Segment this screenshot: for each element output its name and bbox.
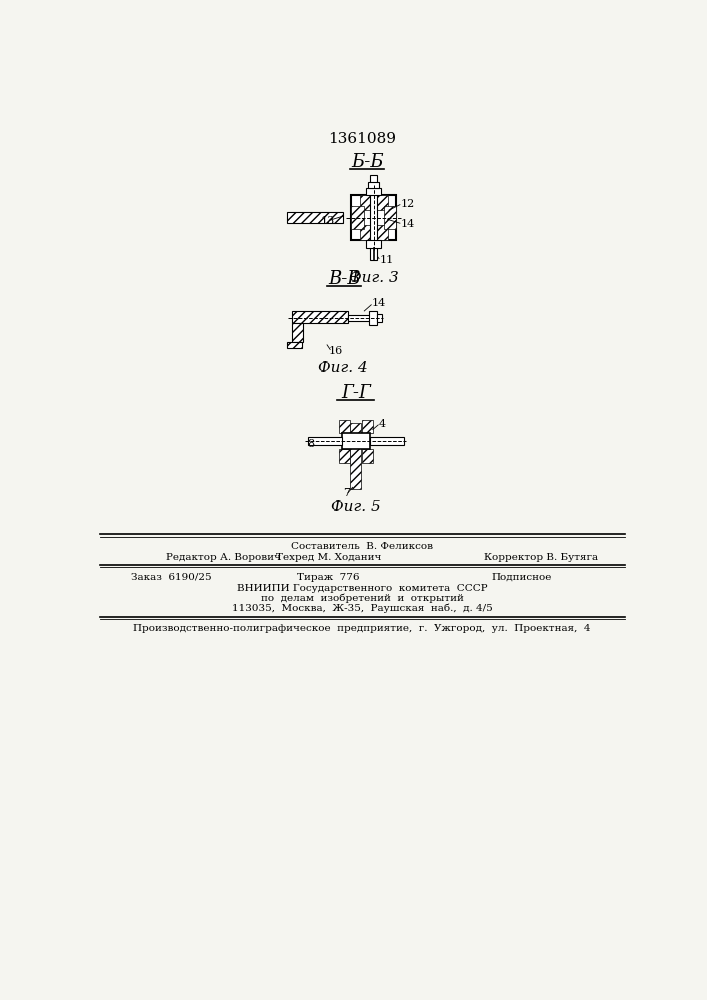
Bar bbox=[362, 449, 373, 463]
Text: 13: 13 bbox=[321, 216, 335, 226]
Text: 12: 12 bbox=[401, 199, 415, 209]
Text: Техред М. Ходанич: Техред М. Ходанич bbox=[276, 553, 381, 562]
Text: 1361089: 1361089 bbox=[328, 132, 396, 146]
Text: Г-Г: Г-Г bbox=[341, 384, 370, 402]
Bar bbox=[366, 240, 381, 248]
Bar bbox=[377, 314, 382, 322]
Bar bbox=[351, 195, 396, 240]
Text: 14: 14 bbox=[372, 298, 386, 308]
Bar bbox=[287, 212, 343, 223]
Text: ВНИИПИ Государственного  комитета  СССР: ВНИИПИ Государственного комитета СССР bbox=[237, 584, 487, 593]
Text: 7: 7 bbox=[344, 488, 351, 498]
Text: 11: 11 bbox=[380, 255, 394, 265]
Bar bbox=[292, 311, 348, 323]
Bar bbox=[360, 225, 387, 240]
Bar bbox=[370, 175, 377, 260]
Text: Корректор В. Бутяга: Корректор В. Бутяга bbox=[484, 553, 597, 562]
Bar bbox=[370, 437, 404, 445]
Text: 113035,  Москва,  Ж-35,  Раушская  наб.,  д. 4/5: 113035, Москва, Ж-35, Раушская наб., д. … bbox=[232, 603, 492, 613]
Text: Тираж  776: Тираж 776 bbox=[298, 573, 360, 582]
Text: Подписное: Подписное bbox=[491, 573, 551, 582]
Text: Фиг. 5: Фиг. 5 bbox=[331, 500, 380, 514]
Bar bbox=[384, 206, 396, 229]
Bar bbox=[351, 423, 361, 489]
Text: Фиг. 4: Фиг. 4 bbox=[317, 361, 368, 375]
Text: В-В: В-В bbox=[328, 270, 361, 288]
Text: Заказ  6190/25: Заказ 6190/25 bbox=[131, 573, 211, 582]
Bar bbox=[292, 323, 303, 342]
Text: 14: 14 bbox=[401, 219, 415, 229]
Text: 8: 8 bbox=[308, 439, 315, 449]
Text: Фиг. 3: Фиг. 3 bbox=[349, 271, 399, 285]
Text: по  делам  изобретений  и  открытий: по делам изобретений и открытий bbox=[260, 593, 463, 603]
Bar bbox=[362, 420, 373, 433]
Bar bbox=[360, 195, 387, 210]
Text: Составитель  В. Феликсов: Составитель В. Феликсов bbox=[291, 542, 433, 551]
Bar bbox=[351, 206, 363, 229]
Bar bbox=[369, 311, 377, 325]
Bar bbox=[287, 342, 303, 348]
Text: 16: 16 bbox=[329, 346, 343, 356]
Text: Редактор А. Ворович: Редактор А. Ворович bbox=[166, 553, 281, 562]
Bar bbox=[366, 188, 381, 195]
Bar bbox=[368, 182, 379, 188]
Text: 4: 4 bbox=[379, 419, 386, 429]
Bar bbox=[348, 315, 371, 321]
Text: Б-Б: Б-Б bbox=[351, 153, 384, 171]
Bar bbox=[308, 437, 341, 445]
Bar bbox=[339, 420, 349, 433]
Text: Производственно-полиграфическое  предприятие,  г.  Ужгород,  ул.  Проектная,  4: Производственно-полиграфическое предприя… bbox=[133, 624, 591, 633]
Bar bbox=[341, 433, 370, 449]
Bar bbox=[339, 449, 349, 463]
